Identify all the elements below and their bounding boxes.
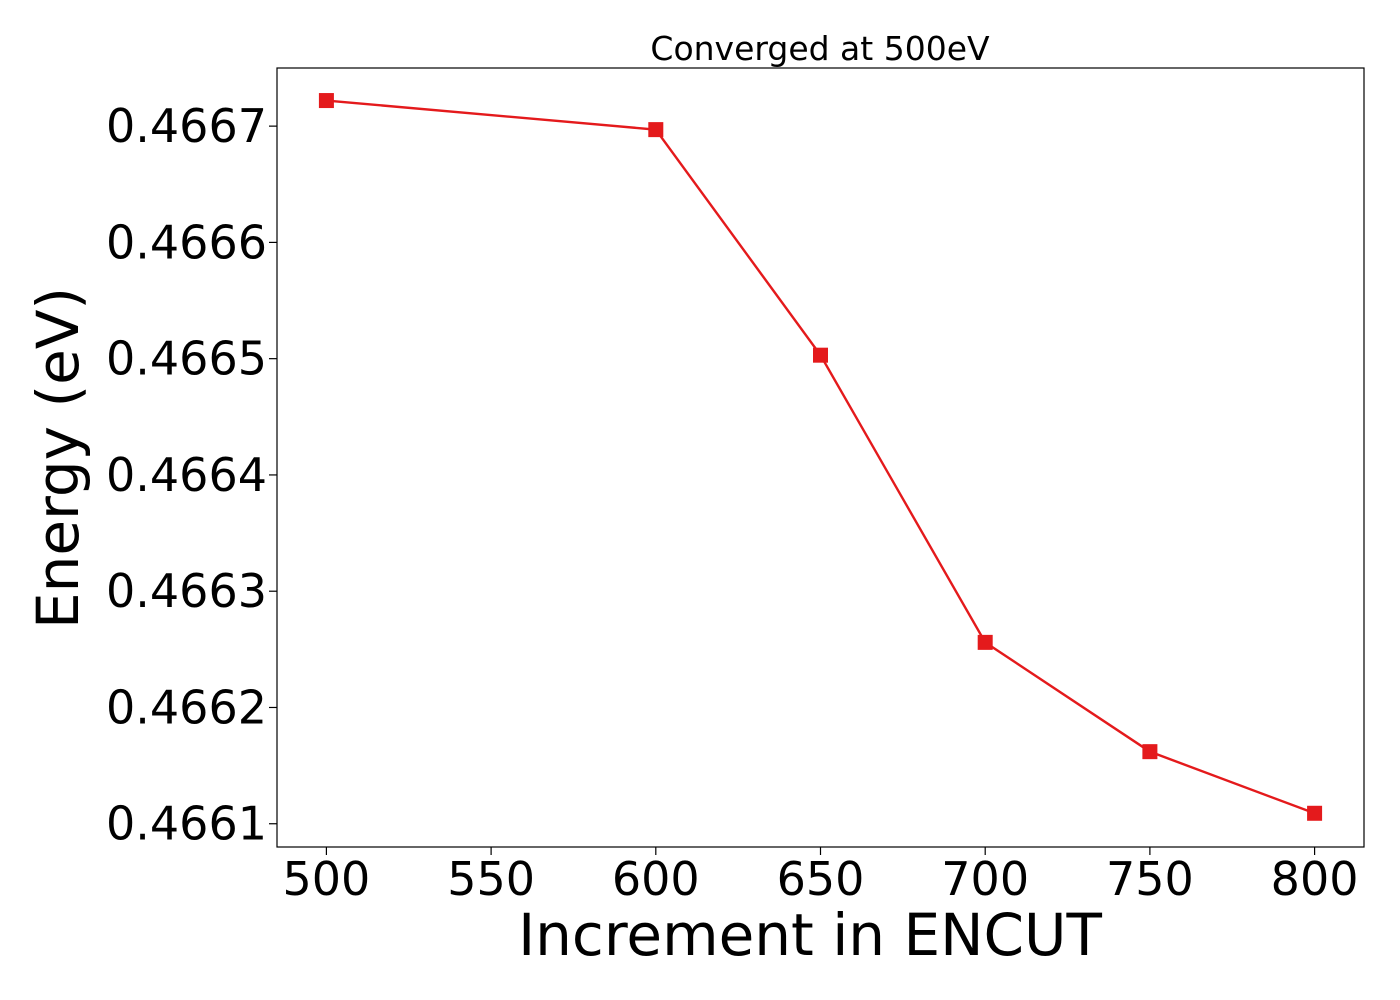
chart-title: Converged at 500eV <box>650 29 990 68</box>
data-point-marker <box>813 347 828 363</box>
plot-frame <box>276 67 1365 848</box>
y-axis-title: Energy (eV) <box>24 287 92 629</box>
series-line <box>326 99 1316 815</box>
y-tick-label: 0.4666 <box>106 215 267 269</box>
data-point-marker <box>648 122 664 138</box>
x-axis-title: Increment in ENCUT <box>518 901 1102 969</box>
data-point-marker <box>977 634 993 650</box>
plot-background <box>277 68 1364 847</box>
y-tick-label: 0.4664 <box>106 448 267 502</box>
y-tick-label: 0.4662 <box>106 680 267 734</box>
axes: 500 550 600 650 700 750 800 0.4661 0.4662 0.4663 0… <box>106 67 1365 906</box>
x-tick-label: 500 <box>283 852 371 906</box>
data-series <box>318 93 1323 821</box>
x-tick-label: 700 <box>941 852 1029 906</box>
plot-area <box>277 68 1364 847</box>
x-tick-label: 600 <box>612 852 700 906</box>
x-tick-label: 750 <box>1106 852 1194 906</box>
x-tick-label: 550 <box>447 852 535 906</box>
x-tick-label: 800 <box>1271 852 1359 906</box>
x-tick-label: 650 <box>777 852 865 906</box>
data-point-marker <box>1307 805 1323 821</box>
y-tick-label: 0.4667 <box>106 99 267 153</box>
y-tick-label: 0.4661 <box>106 797 267 851</box>
y-tick-label: 0.4663 <box>106 564 267 618</box>
data-point-marker <box>318 93 334 109</box>
y-tick-label: 0.4665 <box>106 332 267 386</box>
data-point-marker <box>1142 744 1158 760</box>
